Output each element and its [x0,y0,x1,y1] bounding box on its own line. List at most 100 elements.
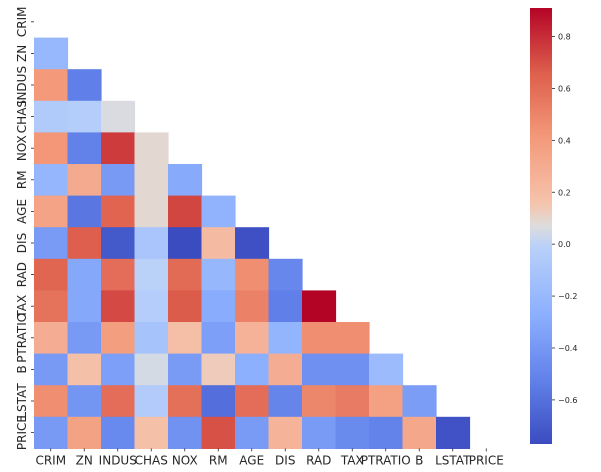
heatmap-cell-tax-rm [201,290,236,323]
x-tick-label: INDUS [99,453,137,467]
heatmap-cell-lstat-zn [67,385,102,418]
heatmap-cell-price-tax [335,416,370,449]
x-tick-label: AGE [239,453,264,467]
colorbar-tick-label: 0.2 [558,188,571,197]
heatmap-cell-indus-zn [67,69,102,102]
heatmap-cell-b-rad [302,353,337,386]
heatmap-cell-rm-nox [168,164,203,197]
heatmap-cell-lstat-ptratio [369,385,404,418]
heatmap-cell-rm-crim [34,164,69,197]
heatmap-cell-b-indus [101,353,136,386]
y-tick-label: PRICE [15,415,29,450]
x-tick-label: DIS [275,453,295,467]
heatmap-cell-rad-rm [201,258,236,291]
heatmap-cell-ptratio-dis [268,322,303,355]
heatmap-cell-dis-indus [101,227,136,260]
y-tick-label: B [15,365,29,373]
heatmap-cell-ptratio-tax [335,322,370,355]
heatmap-cell-price-chas [134,416,169,449]
y-tick-label: AGE [15,199,29,224]
heatmap-cell-ptratio-crim [34,322,69,355]
heatmap-cell-tax-rad [302,290,337,323]
heatmap-cell-b-crim [34,353,69,386]
heatmap-cell-indus-crim [34,69,69,102]
heatmap-cell-chas-crim [34,100,69,133]
heatmap-cell-rm-zn [67,164,102,197]
colorbar-tick-label: −0.4 [558,344,577,353]
x-tick-label: ZN [76,453,93,467]
heatmap-cell-ptratio-indus [101,322,136,355]
heatmap-cell-rad-age [235,258,270,291]
heatmap-cell-lstat-tax [335,385,370,418]
heatmap-cell-price-dis [268,416,303,449]
heatmap-cell-b-tax [335,353,370,386]
heatmap-cell-nox-crim [34,132,69,165]
heatmap-cell-rm-chas [134,164,169,197]
heatmap-cell-dis-age [235,227,270,260]
heatmap-cell-age-chas [134,195,169,228]
x-tick-label: PTRATIO [361,453,411,467]
heatmap-cell-lstat-rad [302,385,337,418]
x-tick-label: B [415,453,423,467]
y-tick-label: CRIM [15,6,29,37]
heatmap-cell-price-crim [34,416,69,449]
heatmap-cell-ptratio-zn [67,322,102,355]
heatmap-cell-age-crim [34,195,69,228]
heatmap-cell-price-age [235,416,270,449]
heatmap-cell-chas-zn [67,100,102,133]
heatmap-cell-price-zn [67,416,102,449]
heatmap-cell-lstat-chas [134,385,169,418]
heatmap-cell-price-lstat [436,416,471,449]
heatmap-cell-rad-crim [34,258,69,291]
x-tick-label: NOX [172,453,198,467]
heatmap-cell-tax-chas [134,290,169,323]
x-tick-label: RM [209,453,228,467]
heatmap-cell-b-rm [201,353,236,386]
heatmap-cell-b-dis [268,353,303,386]
heatmap-cells [34,37,471,449]
colorbar-tick-label: 0.4 [558,136,571,145]
y-tick-label: INDUS [15,66,29,104]
heatmap-cell-price-rm [201,416,236,449]
heatmap-cell-age-zn [67,195,102,228]
heatmap-cell-lstat-age [235,385,270,418]
colorbar-tick-label: 0.8 [558,33,571,42]
colorbar-tick-label: −0.2 [558,292,577,301]
x-tick-label: LSTAT [435,453,471,467]
heatmap-cell-lstat-crim [34,385,69,418]
colorbar-tick-label: 0.0 [558,240,571,249]
heatmap-cell-nox-zn [67,132,102,165]
heatmap-cell-lstat-rm [201,385,236,418]
heatmap-cell-nox-indus [101,132,136,165]
heatmap-cell-chas-indus [101,100,136,133]
x-tick-label: PRICE [469,453,504,467]
heatmap-cell-tax-nox [168,290,203,323]
heatmap-cell-dis-nox [168,227,203,260]
y-tick-label: NOX [15,135,29,161]
heatmap-cell-age-indus [101,195,136,228]
heatmap-cell-dis-rm [201,227,236,260]
heatmap-cell-b-ptratio [369,353,404,386]
heatmap-cell-ptratio-age [235,322,270,355]
heatmap-cell-dis-chas [134,227,169,260]
x-tick-label: CHAS [135,453,168,467]
heatmap-cell-tax-indus [101,290,136,323]
heatmap-cell-ptratio-nox [168,322,203,355]
y-tick-label: TAX [15,295,29,319]
heatmap-cell-price-ptratio [369,416,404,449]
heatmap-cell-dis-zn [67,227,102,260]
heatmap-cell-tax-age [235,290,270,323]
heatmap-cell-tax-crim [34,290,69,323]
heatmap-cell-tax-zn [67,290,102,323]
y-tick-label: RM [15,170,29,189]
heatmap-cell-rad-dis [268,258,303,291]
colorbar-tick-label: 0.6 [558,84,571,93]
colorbar-tick-label: −0.6 [558,396,577,405]
heatmap-cell-rad-zn [67,258,102,291]
heatmap-cell-lstat-dis [268,385,303,418]
heatmap-cell-ptratio-chas [134,322,169,355]
colorbar-ticks: 0.8 0.6 0.4 0.2 0.0 −0.2 −0.4 −0.6 [552,33,577,405]
